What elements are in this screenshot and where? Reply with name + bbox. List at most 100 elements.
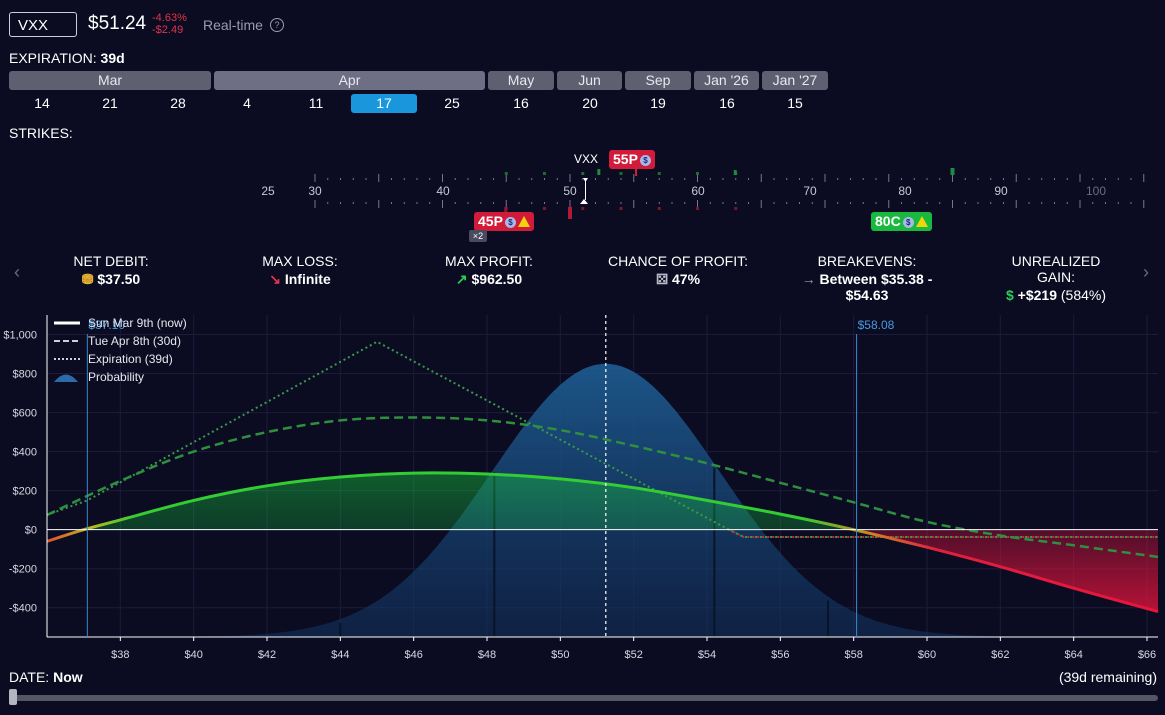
expiration-label: EXPIRATION: [9, 50, 97, 66]
stat-value: $962.50 [471, 271, 523, 287]
leg-badge-80c[interactable]: 80C $ [871, 212, 932, 231]
month-tab-jan-26[interactable]: Jan '26 [694, 71, 759, 90]
day-button[interactable]: 4 [243, 95, 251, 111]
chart-axes: $38 $40 $42 $44 $46 $48 $50 $52 $54 $56 $58 $60 $62 $… [3, 315, 1158, 661]
pnl-chart[interactable]: $38 $40 $42 $44 $46 $48 $50 $52 $54 $56 $58 $60 $62 $… [0, 312, 1165, 664]
stats-next-arrow-icon[interactable]: › [1143, 262, 1149, 282]
underlying-marker-bottom [580, 199, 588, 204]
x-tick-label: $60 [918, 649, 936, 661]
month-tab-may[interactable]: May [488, 71, 554, 90]
oi-bar-put [568, 207, 572, 219]
legend-swatch-probability [54, 374, 78, 382]
x-tick-label: $50 [551, 649, 569, 661]
date-slider-thumb[interactable] [9, 689, 17, 705]
month-tab-sep[interactable]: Sep [625, 71, 691, 90]
y-tick-label: $400 [13, 447, 37, 459]
strike-tick-label: 40 [436, 184, 450, 198]
stat-value-line2: $54.63 [845, 287, 889, 303]
leg-badge-45p[interactable]: 45P $ [474, 212, 534, 231]
oi-bar-call [950, 168, 955, 175]
x-tick-label: $64 [1064, 649, 1082, 661]
ticker-input[interactable]: VXX [9, 12, 77, 37]
x-tick-label: $48 [478, 649, 496, 661]
breakeven-label: $58.08 [858, 318, 895, 332]
day-button[interactable]: 19 [650, 95, 666, 111]
y-tick-label: -$200 [9, 564, 37, 576]
y-tick-label: $0 [25, 525, 37, 537]
arrow-up-icon: ↗ [455, 271, 468, 287]
day-button[interactable]: 14 [34, 95, 50, 111]
day-button[interactable]: 11 [308, 95, 324, 111]
strike-ruler[interactable] [0, 150, 1165, 220]
strike-tick-label: 30 [308, 184, 322, 198]
y-tick-label: $800 [13, 369, 37, 381]
stat-chance-of-profit: CHANCE OF PROFIT: ⚄ 47% [608, 253, 748, 288]
stat-value-pct: (584%) [1060, 287, 1107, 303]
x-tick-label: $52 [624, 649, 642, 661]
loss-fill [856, 529, 1158, 612]
oi-bar-call [543, 172, 546, 175]
leg-badge-55p[interactable]: 55P $ [609, 150, 655, 169]
day-button[interactable]: 15 [787, 95, 803, 111]
oi-bar-call [581, 172, 585, 175]
stat-label: MAX PROFIT: [445, 253, 533, 269]
stat-breakevens: BREAKEVENS: → Between $35.38 - $54.63 [802, 253, 933, 303]
day-button[interactable]: 16 [719, 95, 735, 111]
month-tab-apr[interactable]: Apr [214, 71, 485, 90]
oi-bar-put [696, 207, 699, 210]
stat-label: MAX LOSS: [262, 253, 338, 269]
legend-label: Sun Mar 9th (now) [88, 316, 187, 330]
stat-value: 47% [672, 271, 701, 287]
days-remaining: (39d remaining) [1058, 669, 1157, 685]
expiration-value: 39d [100, 50, 125, 66]
underlying-label: VXX [574, 152, 599, 166]
month-tab-jan-27[interactable]: Jan '27 [762, 71, 828, 90]
underlying-marker-top [583, 178, 588, 182]
strike-tick-label: 70 [803, 184, 817, 198]
stat-value: $37.50 [97, 271, 141, 287]
day-button[interactable]: 20 [582, 95, 598, 111]
day-button-selected[interactable]: 17 [351, 94, 417, 113]
arrow-right-icon: → [801, 271, 816, 287]
leg-multiplier-badge: ×2 [469, 230, 487, 242]
oi-bar-call [597, 169, 601, 175]
stats-prev-arrow-icon[interactable]: ‹ [14, 262, 20, 282]
month-tab-jun[interactable]: Jun [557, 71, 622, 90]
oi-bar-put [619, 207, 623, 210]
coins-icon: ⛃ [81, 271, 94, 287]
stat-unrealized-gain: UNREALIZED GAIN: $ +$219 (584%) [1002, 253, 1111, 303]
oi-bar-put [543, 207, 546, 210]
y-tick-label: -$400 [9, 603, 37, 615]
day-button[interactable]: 21 [102, 95, 118, 111]
month-tab-mar[interactable]: Mar [9, 71, 211, 90]
y-tick-label: $1,000 [3, 330, 37, 342]
oi-bar-call [619, 172, 623, 175]
pnl-fills [87, 472, 1158, 612]
leg-label: 80C [875, 213, 901, 229]
oi-bar-call [733, 170, 737, 175]
x-tick-label: $42 [258, 649, 276, 661]
stat-label: NET DEBIT: [73, 253, 149, 269]
date-value: Now [53, 669, 83, 685]
day-button[interactable]: 16 [513, 95, 529, 111]
y-tick-label: $200 [13, 486, 37, 498]
date-slider-track[interactable] [9, 695, 1158, 701]
oi-bar-put [657, 207, 661, 210]
now-line [46, 471, 1159, 614]
change-absolute: -$2.49 [152, 24, 184, 36]
x-tick-label: $58 [844, 649, 862, 661]
x-tick-label: $62 [991, 649, 1009, 661]
day-button[interactable]: 28 [170, 95, 186, 111]
y-tick-label: $600 [13, 408, 37, 420]
date-heading: DATE: Now [9, 669, 83, 685]
day-button[interactable]: 25 [444, 95, 460, 111]
strike-tick-label: 80 [898, 184, 912, 198]
oi-bar-put [581, 207, 585, 210]
strike-tick-label: 60 [691, 184, 705, 198]
x-tick-label: $38 [111, 649, 129, 661]
help-icon[interactable]: ? [270, 18, 284, 32]
leg-label: 55P [613, 151, 638, 167]
strikes-label: STRIKES: [9, 125, 73, 141]
oi-bar-call [504, 172, 508, 175]
date-label: DATE: [9, 669, 50, 685]
